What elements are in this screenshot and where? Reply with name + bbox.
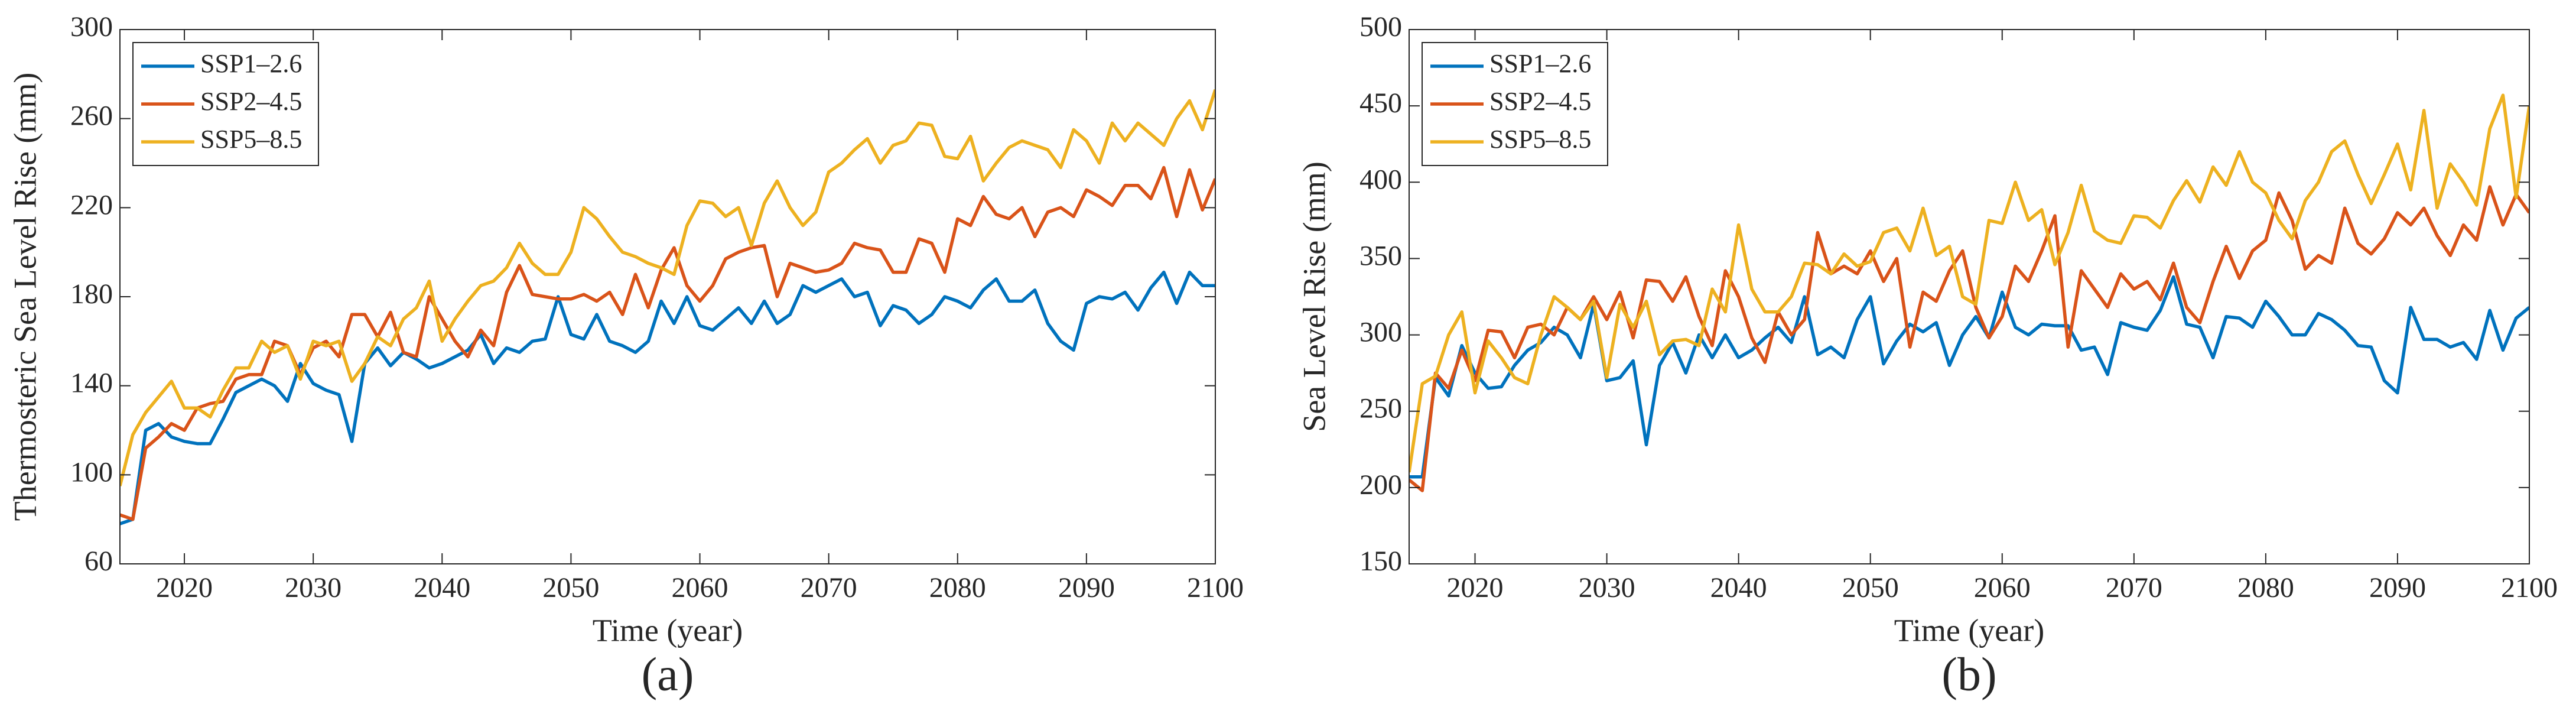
y-tick-label: 400 [1359,164,1402,195]
x-axis-label: Time (year) [593,612,743,648]
legend-label: SSP5–8.5 [1489,125,1591,154]
legend-label: SSP1–2.6 [200,49,302,78]
x-tick-label: 2030 [285,572,341,603]
y-tick-label: 450 [1359,87,1402,119]
x-tick-label: 2020 [156,572,213,603]
y-tick-label: 300 [70,11,113,43]
x-tick-label: 2040 [414,572,470,603]
x-tick-label: 2050 [542,572,599,603]
x-tick-label: 2100 [1187,572,1244,603]
x-tick-label: 2030 [1579,572,1635,603]
series-line [120,89,1215,486]
y-tick-label: 300 [1359,317,1402,348]
x-axis-label: Time (year) [1894,612,2044,648]
series-line [1409,185,2529,492]
caption: (a) [642,648,694,700]
legend-label: SSP2–4.5 [1489,87,1591,116]
x-tick-label: 2080 [929,572,986,603]
y-tick-label: 60 [84,546,113,577]
x-tick-label: 2080 [2237,572,2294,603]
y-axis-label: Thermosteric Sea Level Rise (mm) [7,73,43,521]
caption: (b) [1941,648,1996,700]
series-line [1409,93,2529,473]
y-tick-label: 100 [70,456,113,488]
y-tick-label: 140 [70,368,113,399]
y-tick-label: 220 [70,189,113,220]
x-tick-label: 2100 [2501,572,2558,603]
legend-label: SSP5–8.5 [200,125,302,154]
plot-lines [1409,93,2529,492]
y-tick-label: 180 [70,278,113,310]
legend-label: SSP2–4.5 [200,87,302,116]
legend-label: SSP1–2.6 [1489,49,1591,78]
x-tick-label: 2020 [1447,572,1504,603]
x-tick-label: 2050 [1842,572,1899,603]
y-tick-label: 350 [1359,240,1402,271]
x-tick-label: 2090 [2369,572,2426,603]
x-tick-label: 2060 [1974,572,2031,603]
plot-lines [120,89,1215,525]
x-tick-label: 2060 [672,572,728,603]
y-tick-label: 150 [1359,546,1402,577]
x-tick-label: 2040 [1710,572,1767,603]
x-tick-label: 2090 [1058,572,1115,603]
y-tick-label: 500 [1359,11,1402,43]
x-tick-label: 2070 [801,572,857,603]
axes-box [1409,29,2530,564]
x-tick-label: 2070 [2106,572,2162,603]
y-tick-label: 200 [1359,469,1402,501]
y-axis-label: Sea Level Rise (mm) [1296,161,1332,431]
y-tick-label: 250 [1359,393,1402,424]
y-tick-label: 260 [70,100,113,132]
